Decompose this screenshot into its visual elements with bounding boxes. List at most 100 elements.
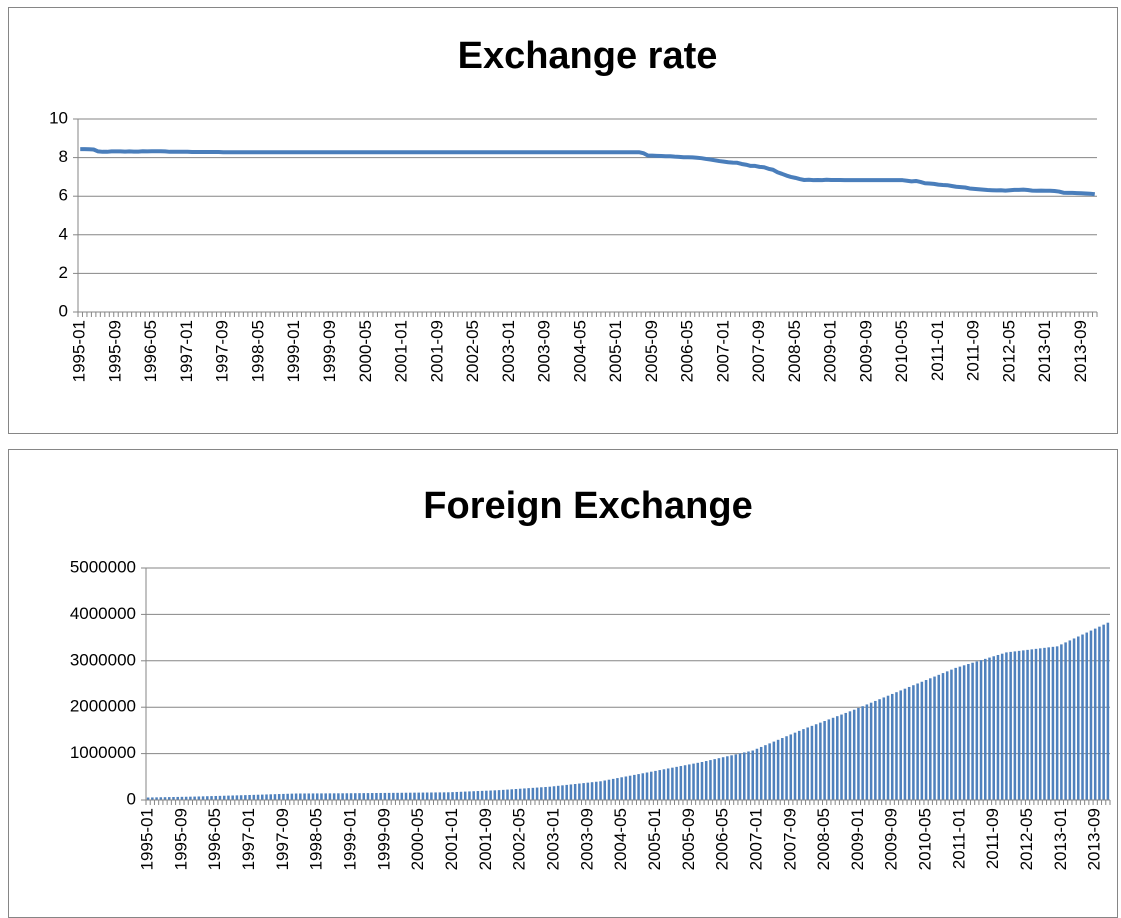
bar <box>776 739 780 800</box>
bar <box>603 780 607 800</box>
bar <box>527 788 530 800</box>
bar <box>933 676 936 800</box>
bar <box>544 786 547 800</box>
x-tick-label: 2010-05 <box>916 808 935 870</box>
bar <box>620 777 623 800</box>
x-tick-label: 2002-05 <box>463 320 482 382</box>
bar <box>810 725 814 800</box>
bar <box>975 661 979 800</box>
bar <box>852 709 856 800</box>
bar <box>912 685 915 800</box>
bar <box>362 793 366 800</box>
bar <box>548 786 552 800</box>
x-tick-label: 1998-05 <box>248 320 267 382</box>
bar <box>1077 636 1080 800</box>
bar <box>806 727 809 800</box>
bar <box>206 796 209 800</box>
bar <box>755 748 759 800</box>
bar <box>1051 646 1055 800</box>
bar <box>328 793 332 800</box>
x-tick-label: 2011-01 <box>949 808 968 869</box>
bar <box>696 762 700 800</box>
bar <box>971 662 974 800</box>
bar <box>493 790 497 800</box>
bar <box>586 782 590 800</box>
x-tick-label: 1995-01 <box>138 808 157 870</box>
bar <box>886 695 890 800</box>
bar <box>400 792 404 800</box>
bar <box>463 791 467 800</box>
bar <box>645 772 649 800</box>
bar <box>315 793 319 800</box>
x-tick-label: 2001-09 <box>427 320 446 382</box>
chart-frame <box>8 449 1118 918</box>
bar <box>662 769 666 800</box>
bar <box>831 717 835 800</box>
x-tick-label: 2011-09 <box>983 808 1002 869</box>
x-tick-label: 2006-05 <box>678 320 697 382</box>
bar <box>1005 652 1008 800</box>
bar <box>992 656 995 800</box>
bar <box>967 664 970 800</box>
bar <box>764 745 767 800</box>
bar <box>637 774 640 800</box>
bar <box>827 719 831 800</box>
bar <box>425 792 429 800</box>
bar <box>890 693 894 800</box>
bar <box>759 746 763 800</box>
x-tick-label: 2011-09 <box>964 320 983 381</box>
bar <box>1081 634 1084 800</box>
bar <box>379 792 382 800</box>
bar <box>628 775 632 800</box>
bar <box>290 793 294 800</box>
bar <box>916 683 919 800</box>
bar <box>311 793 315 800</box>
bar <box>988 657 991 800</box>
bar <box>907 686 911 800</box>
bar <box>1000 653 1004 800</box>
x-tick-label: 2001-01 <box>392 320 411 382</box>
x-tick-label: 2007-09 <box>780 808 799 870</box>
bar <box>265 794 268 800</box>
bar <box>692 763 695 800</box>
x-tick-label: 2009-09 <box>882 808 901 870</box>
bar <box>751 750 754 800</box>
bar <box>865 704 869 800</box>
bar <box>840 714 843 800</box>
bar <box>713 759 716 800</box>
bar <box>649 771 653 800</box>
x-tick-label: 2009-01 <box>821 320 840 382</box>
bar <box>641 773 645 800</box>
bar <box>869 702 873 800</box>
bar <box>578 783 581 800</box>
bar <box>836 716 839 800</box>
x-tick-label: 2012-05 <box>999 320 1018 382</box>
x-tick-label: 2007-09 <box>749 320 768 382</box>
x-tick-label: 1997-01 <box>177 320 196 382</box>
bar <box>256 794 260 800</box>
y-tick-label: 1000000 <box>70 743 136 762</box>
bar <box>459 791 463 800</box>
bar <box>599 781 602 800</box>
bar <box>781 738 784 800</box>
y-tick-label: 2000000 <box>70 697 136 716</box>
bar <box>332 793 336 800</box>
bar <box>1102 624 1105 800</box>
chart-title: Foreign Exchange <box>423 485 752 527</box>
bar <box>1072 638 1076 800</box>
bar <box>1022 650 1025 800</box>
bar <box>518 788 522 800</box>
bar <box>743 752 746 800</box>
bar <box>413 792 416 800</box>
bar <box>235 795 239 800</box>
bar <box>180 796 184 800</box>
x-tick-label: 2013-01 <box>1051 808 1070 870</box>
bar <box>337 793 340 800</box>
bar <box>383 792 387 800</box>
bar <box>590 782 594 800</box>
bar <box>1017 650 1021 800</box>
x-tick-label: 1996-05 <box>205 808 224 870</box>
bar <box>945 671 949 800</box>
y-tick-label: 8 <box>59 147 68 166</box>
bar <box>1047 647 1050 800</box>
